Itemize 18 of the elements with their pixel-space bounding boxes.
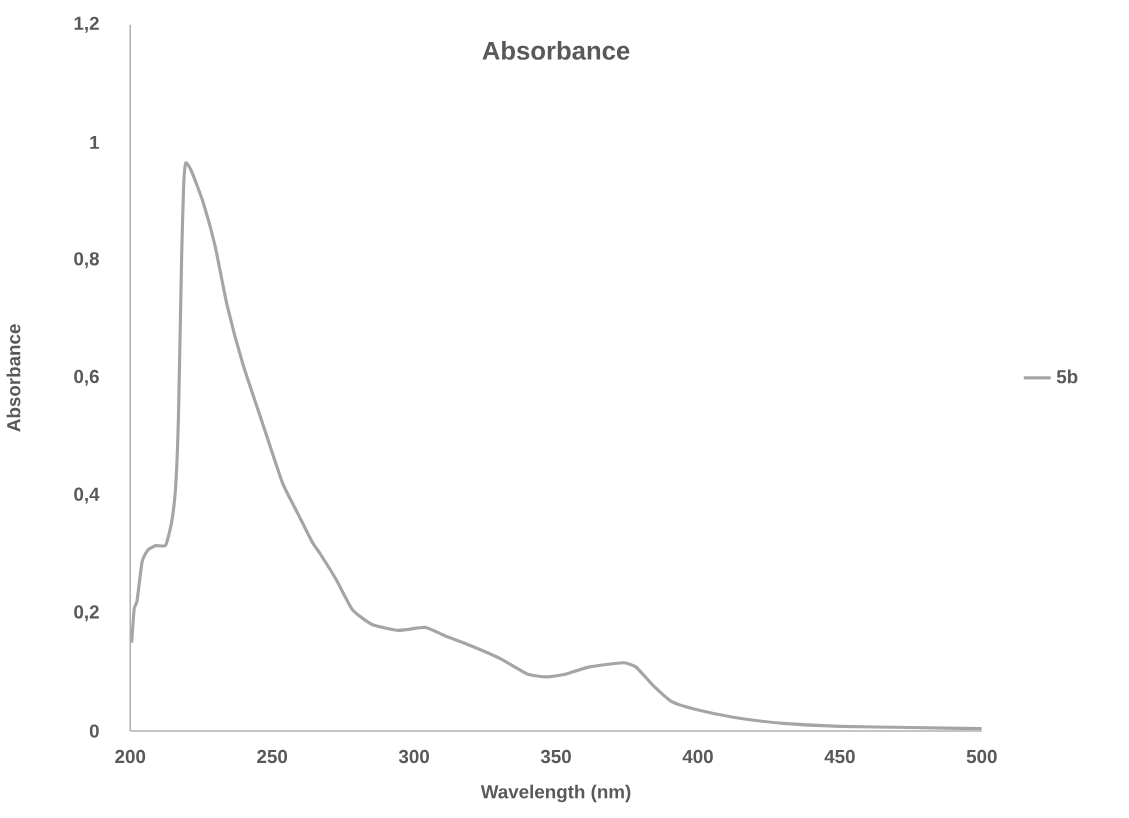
x-tick-label: 300 [398, 749, 429, 764]
y-tick-label: 0,6 [74, 369, 99, 386]
text: Absorbance [482, 41, 630, 60]
y-tick-label: 0,8 [74, 252, 99, 269]
y-tick-label: 0 [89, 724, 99, 738]
x-tick-label: 450 [824, 749, 855, 764]
y-tick-label: 0,2 [74, 605, 99, 622]
x-tick-label: 400 [682, 749, 713, 764]
x-axis-title: Wavelength (nm) [480, 784, 631, 803]
y-tick-label: 1,2 [74, 16, 99, 33]
x-tick-label: 500 [966, 749, 997, 764]
x-tick-label: 350 [540, 749, 571, 764]
y-tick-label: 0,4 [74, 487, 100, 504]
x-tick-label: 250 [257, 749, 288, 764]
legend-label: 5b [1056, 369, 1078, 384]
y-axis-title: Absorbance [6, 324, 21, 432]
y-tick-label: 1 [90, 135, 100, 149]
x-tick-label: 200 [115, 749, 146, 764]
